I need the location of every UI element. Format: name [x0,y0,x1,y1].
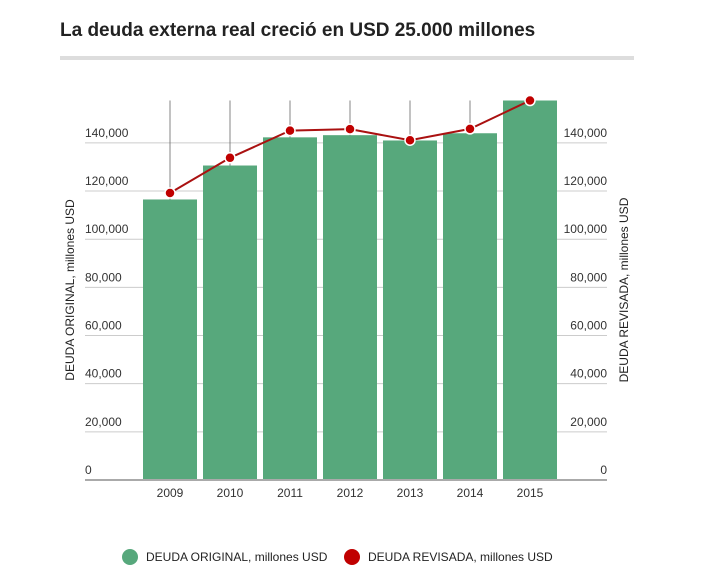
tick-label-left: 20,000 [85,415,122,429]
tick-label-left: 100,000 [85,222,129,236]
legend-item-original: DEUDA ORIGINAL, millones USD [122,549,327,565]
bar-2013 [383,140,437,480]
legend-marker-original [122,549,138,565]
x-tick-label: 2011 [277,486,303,500]
x-tick-label: 2013 [397,486,424,500]
title-divider [60,56,634,60]
tick-label-right: 100,000 [564,222,608,236]
tick-label-right: 0 [600,463,607,477]
tick-label-left: 120,000 [85,174,129,188]
point-2012 [344,123,356,135]
bar-2014 [443,133,497,481]
tick-label-left: 80,000 [85,270,122,284]
tick-label-left: 40,000 [85,367,122,381]
legend-label-original: DEUDA ORIGINAL, millones USD [146,550,328,564]
x-tick-label: 2010 [217,486,244,500]
tick-label-right: 40,000 [570,367,607,381]
legend-marker-revisada [344,549,360,565]
point-2011 [284,124,296,137]
legend-label-revisada: DEUDA REVISADA, millones USD [368,550,553,564]
point-2014 [464,123,476,135]
point-2009 [164,187,176,199]
bar-2010 [203,165,257,480]
tick-label-right: 80,000 [570,270,607,284]
x-tick-label: 2014 [457,486,484,500]
tick-label-right: 120,000 [564,174,608,188]
point-2015 [524,94,536,107]
x-tick-label: 2015 [517,486,544,500]
tick-label-left: 60,000 [85,319,122,333]
point-2013 [404,134,416,146]
tick-label-right: 20,000 [570,415,607,429]
x-tick-label: 2012 [337,486,364,500]
x-tick-label: 2009 [157,486,184,500]
y-axis-title-left: DEUDA ORIGINAL, millones USD [63,199,77,381]
bar-2011 [263,137,317,480]
bar-2015 [503,100,557,480]
y-axis-title-right: DEUDA REVISADA, millones USD [617,197,631,382]
tick-label-left: 140,000 [85,126,129,140]
bar-2009 [143,199,197,480]
chart-title: La deuda externa real creció en USD 25.0… [60,20,536,41]
point-2010 [224,152,236,164]
tick-label-right: 140,000 [564,126,608,140]
tick-label-right: 60,000 [570,319,607,333]
tick-label-left: 0 [85,463,92,477]
bar-2012 [323,135,377,481]
legend-item-revisada: DEUDA REVISADA, millones USD [344,549,553,565]
